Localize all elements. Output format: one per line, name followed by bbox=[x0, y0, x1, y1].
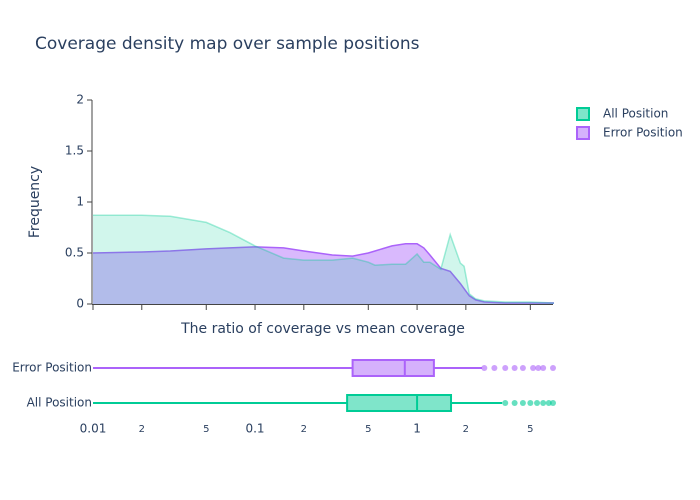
chart-title: Coverage density map over sample positio… bbox=[35, 34, 420, 54]
outlier bbox=[491, 365, 498, 371]
x-tick-label: 5 bbox=[527, 424, 533, 435]
x-tick-label: 2 bbox=[301, 424, 307, 435]
outlier bbox=[550, 400, 556, 406]
legend-swatch bbox=[576, 126, 590, 140]
outlier bbox=[530, 365, 537, 371]
box bbox=[346, 394, 453, 412]
y-tick-label: 1 bbox=[76, 195, 84, 209]
x-tick-label: 0.1 bbox=[245, 422, 264, 436]
box bbox=[351, 359, 435, 377]
legend-label: All Position bbox=[603, 107, 668, 121]
outlier bbox=[502, 400, 509, 406]
outlier bbox=[540, 365, 547, 371]
outlier bbox=[511, 400, 518, 406]
area-line bbox=[92, 243, 554, 304]
outlier bbox=[527, 400, 534, 406]
y-tick-label: 1.5 bbox=[65, 144, 84, 158]
x-tick-label: 2 bbox=[139, 424, 145, 435]
x-tick-label: 2 bbox=[463, 424, 469, 435]
outlier bbox=[534, 400, 541, 406]
area-line bbox=[93, 214, 555, 304]
y-tick-label: 0 bbox=[76, 297, 84, 311]
x-axis-title: The ratio of coverage vs mean coverage bbox=[180, 321, 465, 337]
legend-label: Error Position bbox=[603, 126, 683, 140]
y-category-label: Error Position bbox=[12, 361, 92, 375]
y-axis-title: Frequency bbox=[27, 166, 43, 238]
outlier bbox=[545, 400, 552, 406]
y-tick-label: 0.5 bbox=[65, 246, 84, 260]
outlier bbox=[535, 365, 542, 371]
outlier bbox=[481, 365, 488, 371]
x-tick-label: 5 bbox=[365, 424, 371, 435]
legend-swatch bbox=[576, 107, 590, 121]
y-category-label: All Position bbox=[27, 396, 92, 410]
area-fill bbox=[93, 215, 555, 304]
x-tick-label: 0.01 bbox=[80, 422, 107, 436]
outlier bbox=[511, 365, 518, 371]
outlier bbox=[519, 365, 526, 371]
outlier bbox=[540, 400, 547, 406]
x-tick-label: 5 bbox=[203, 424, 209, 435]
outlier bbox=[502, 365, 509, 371]
x-tick-label: 1 bbox=[413, 422, 421, 436]
area-fill bbox=[93, 243, 555, 304]
outlier bbox=[519, 400, 526, 406]
y-tick-label: 2 bbox=[76, 93, 84, 107]
outlier bbox=[550, 365, 556, 371]
